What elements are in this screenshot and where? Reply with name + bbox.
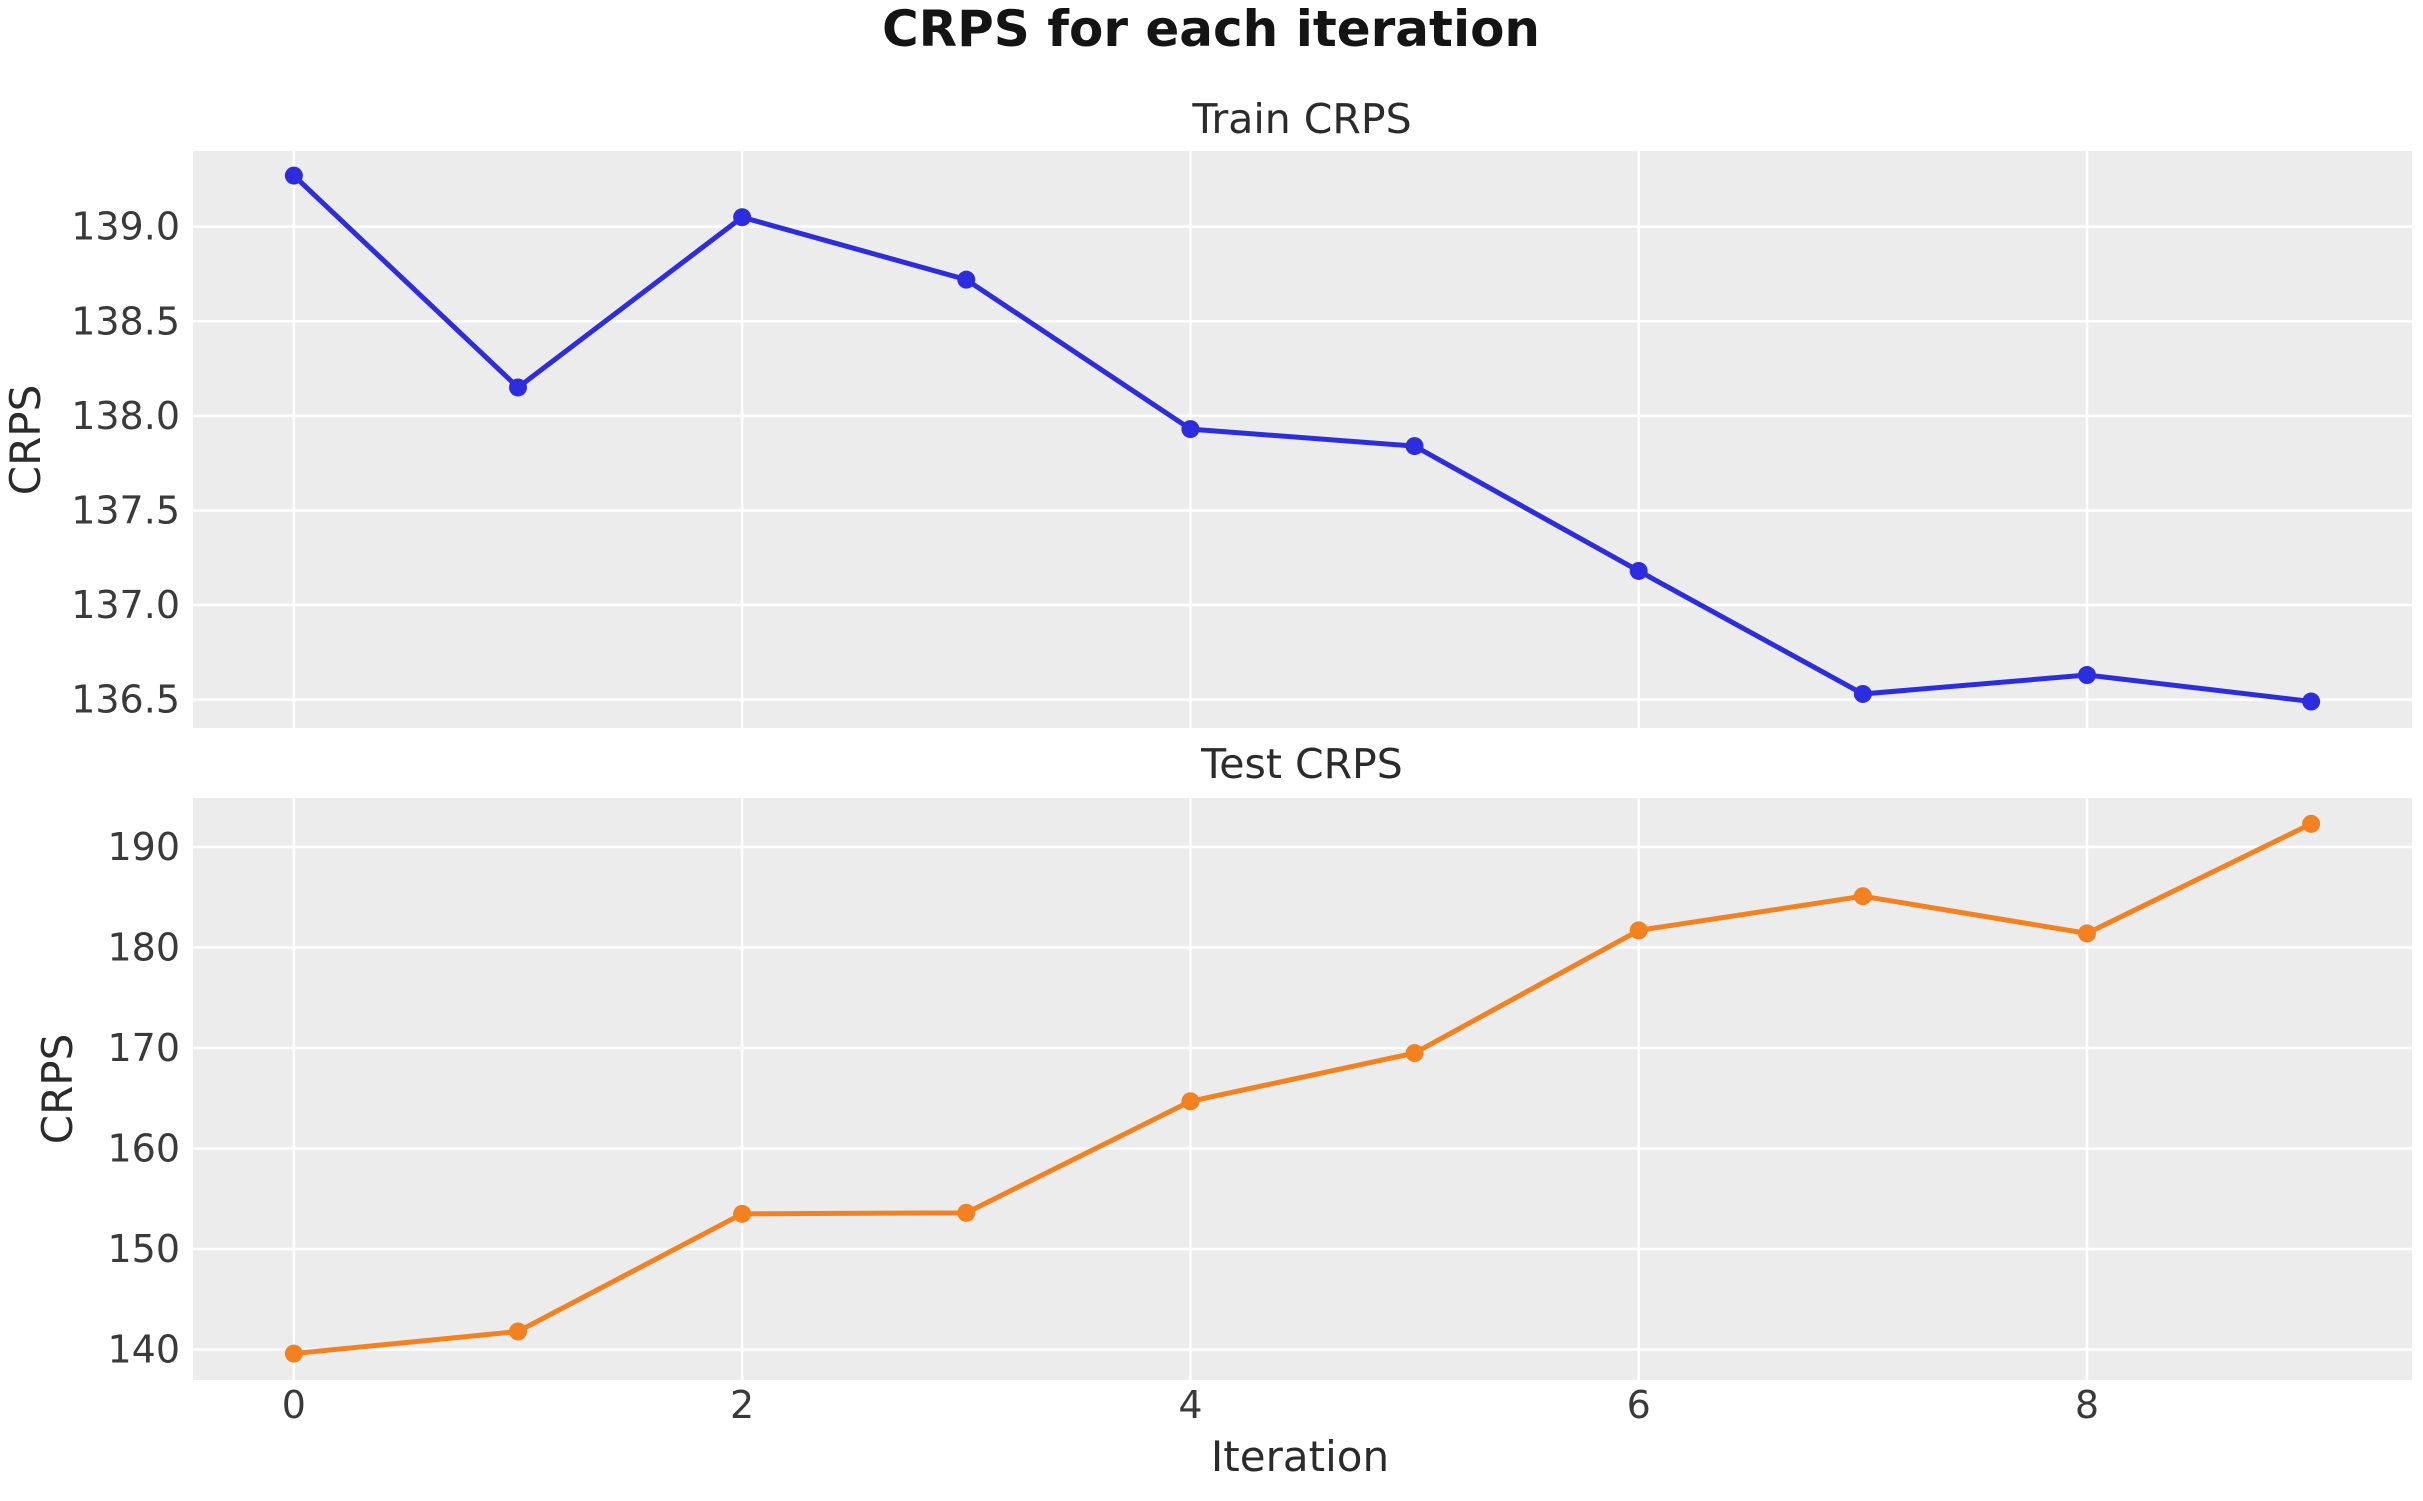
train-crps-line [291,173,2314,705]
train-crps-marker-5 [1405,437,1424,456]
ytick-label-test-crps-3: 160 [107,1127,180,1171]
ytick-label-train-crps-3: 137.5 [71,488,180,532]
y-axis-label-test: CRPS [33,1034,82,1145]
test-crps-marker-7 [1853,887,1872,906]
test-crps-marker-5 [1405,1044,1424,1063]
ytick-label-train-crps-4: 137.0 [71,583,180,627]
figure-title: CRPS for each iteration [882,0,1540,58]
xtick-label-2: 4 [1178,1383,1202,1427]
train-crps-marker-8 [2077,666,2096,685]
train-crps-marker-9 [2302,692,2321,711]
test-crps-marker-0 [284,1344,303,1363]
test-crps-marker-1 [509,1322,528,1341]
xtick-label-0: 0 [282,1383,306,1427]
test-crps-line [291,821,2314,1357]
ytick-label-test-crps-4: 150 [107,1227,180,1271]
y-axis-label-train: CRPS [1,385,50,496]
test-crps-marker-4 [1181,1092,1200,1111]
train-crps-marker-1 [509,378,528,397]
xtick-label-3: 6 [1627,1383,1651,1427]
train-crps-marker-7 [1853,684,1872,703]
test-crps-marker-6 [1629,921,1648,940]
train-crps-marker-2 [733,208,752,227]
ytick-label-test-crps-0: 190 [107,825,180,869]
ytick-label-test-crps-5: 140 [107,1328,180,1372]
test-crps-marker-2 [733,1204,752,1223]
train-crps-marker-6 [1629,561,1648,580]
ytick-label-test-crps-1: 180 [107,925,180,969]
subplot-title-test: Test CRPS [1200,740,1403,788]
test-crps-marker-3 [957,1203,976,1222]
ytick-label-train-crps-0: 139.0 [71,205,180,249]
test-crps-marker-9 [2302,814,2321,833]
ytick-label-train-crps-1: 138.5 [71,299,180,343]
panel-test: 190 180 170 160 150 140 0 2 4 6 8 [107,798,2412,1427]
x-axis-label: Iteration [1211,1432,1389,1481]
ytick-label-test-crps-2: 170 [107,1026,180,1070]
ytick-label-train-crps-2: 138.0 [71,394,180,438]
test-crps-marker-8 [2077,924,2096,943]
subplot-title-train: Train CRPS [1191,95,1411,143]
xtick-label-4: 8 [2075,1383,2099,1427]
ytick-label-train-crps-5: 136.5 [71,678,180,722]
xtick-label-1: 2 [730,1383,754,1427]
plot-area-test-crps [193,798,2412,1380]
panel-train: 139.0 138.5 138.0 137.5 137.0 136.5 [71,151,2412,728]
train-crps-marker-3 [957,270,976,289]
train-crps-marker-0 [284,166,303,185]
train-crps-marker-4 [1181,420,1200,439]
